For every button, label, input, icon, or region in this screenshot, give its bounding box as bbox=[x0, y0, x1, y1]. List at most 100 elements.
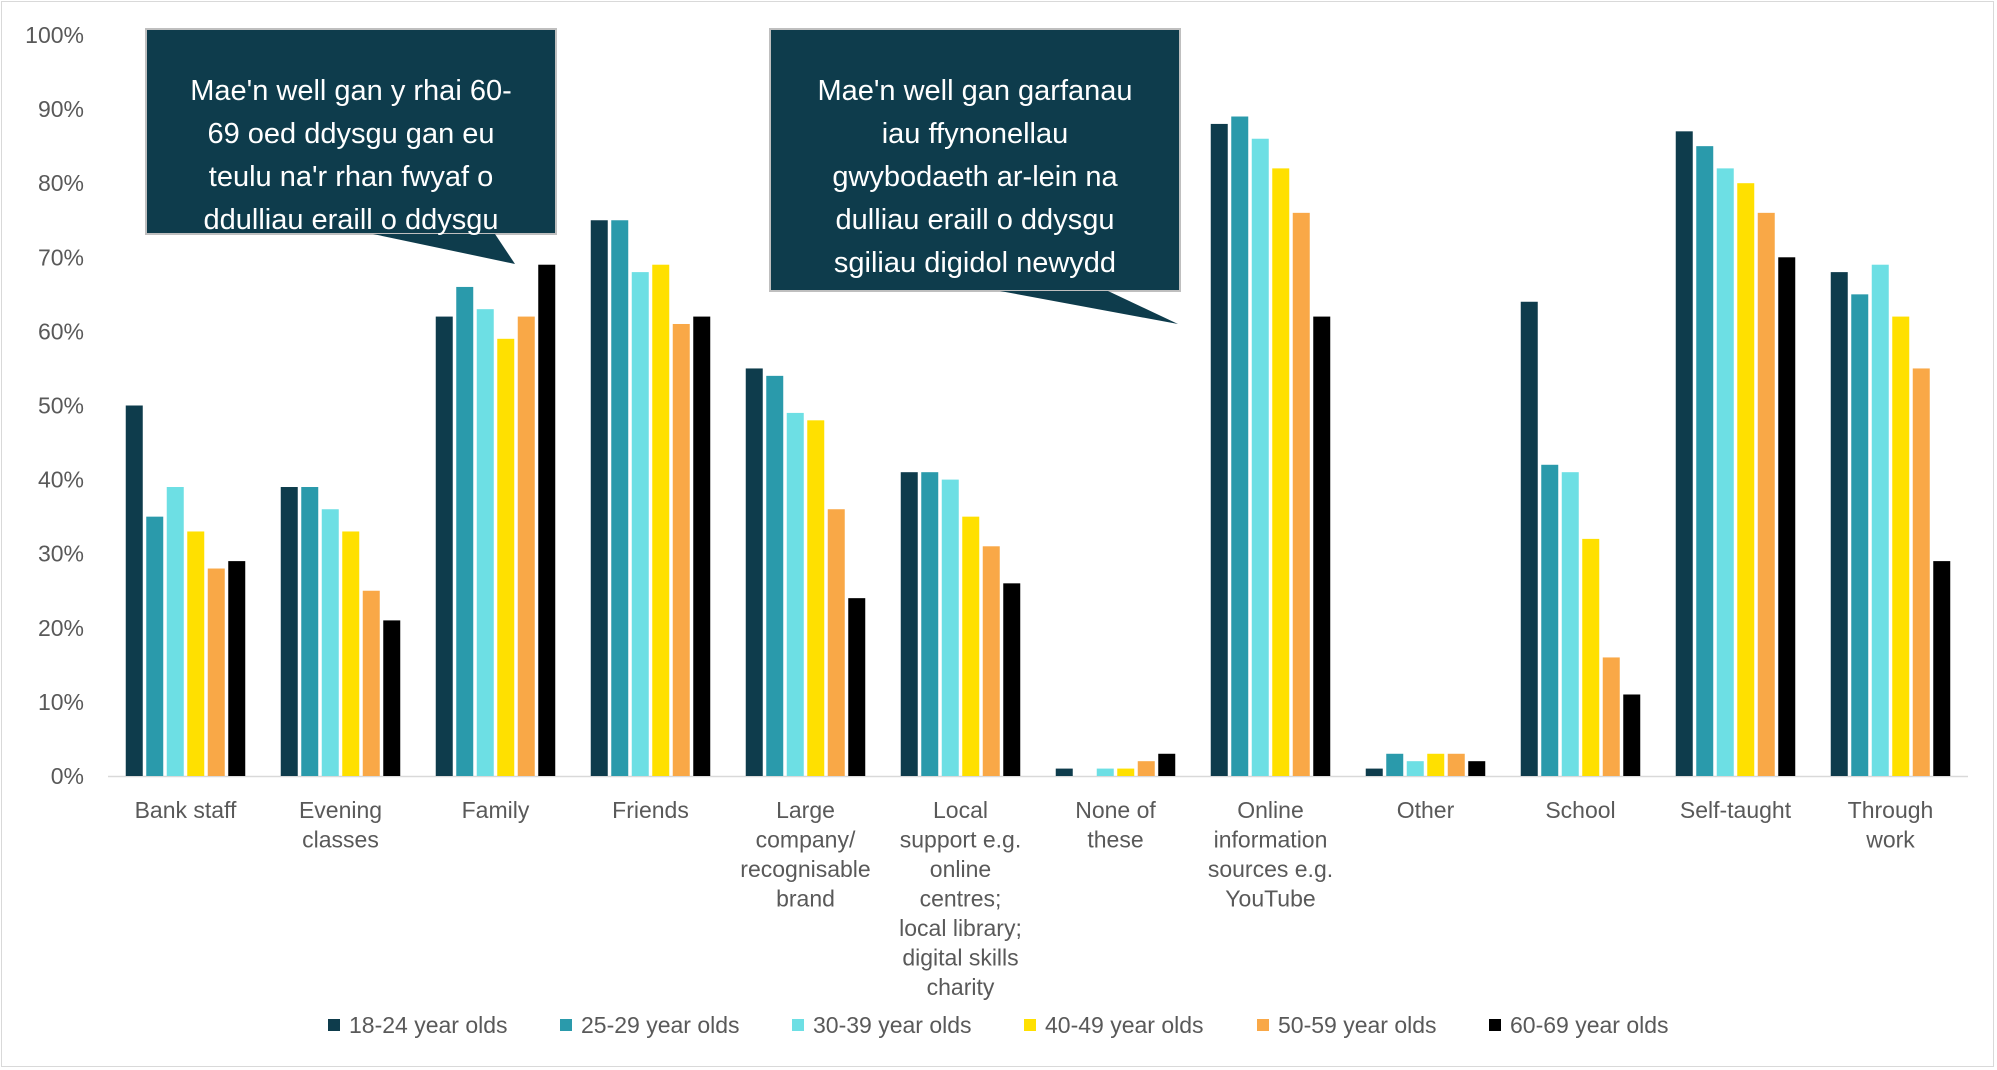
bar bbox=[1272, 168, 1290, 776]
bar bbox=[497, 338, 515, 776]
bar bbox=[1912, 368, 1930, 776]
legend-label: 60-69 year olds bbox=[1510, 1012, 1669, 1038]
bars bbox=[125, 116, 1951, 777]
callout: Mae'n well gan y rhai 60-69 oed ddysgu g… bbox=[145, 28, 557, 264]
bar bbox=[1561, 472, 1579, 776]
callout-box bbox=[769, 28, 1181, 292]
bar bbox=[1520, 301, 1538, 776]
callout-text: Mae'n well gan y rhai 60-69 oed ddysgu g… bbox=[190, 75, 511, 236]
legend: 18-24 year olds 25-29 year olds 30-39 year… bbox=[328, 1012, 1669, 1038]
category-label: Through work bbox=[1848, 797, 1934, 853]
category-label: Bank staff bbox=[135, 797, 237, 823]
bar bbox=[166, 487, 184, 776]
bar bbox=[1716, 168, 1734, 776]
bar bbox=[766, 375, 784, 776]
bar bbox=[786, 412, 804, 776]
bar bbox=[1623, 694, 1641, 776]
bar bbox=[1003, 583, 1021, 776]
y-tick-label: 60% bbox=[38, 318, 84, 344]
bar bbox=[383, 620, 401, 776]
category-label: Self-taught bbox=[1680, 797, 1792, 823]
legend-label: 18-24 year olds bbox=[349, 1012, 508, 1038]
bar bbox=[982, 546, 1000, 776]
bar bbox=[631, 272, 649, 776]
bar bbox=[207, 568, 225, 776]
bar bbox=[1137, 761, 1155, 776]
bar bbox=[1468, 761, 1486, 776]
bar bbox=[1871, 264, 1889, 776]
category-label: Friends bbox=[612, 797, 689, 823]
bar bbox=[1386, 753, 1404, 776]
bar bbox=[476, 309, 494, 776]
bar bbox=[125, 405, 143, 776]
bar bbox=[1778, 257, 1796, 776]
y-tick-label: 70% bbox=[38, 244, 84, 270]
bar bbox=[900, 472, 918, 776]
legend-label: 40-49 year olds bbox=[1045, 1012, 1204, 1038]
bar bbox=[1365, 768, 1383, 776]
bar bbox=[1055, 768, 1073, 776]
bar bbox=[827, 509, 845, 776]
bar bbox=[1210, 123, 1228, 777]
bar bbox=[456, 286, 474, 776]
bar bbox=[1541, 464, 1559, 776]
callout-pointer bbox=[373, 234, 515, 264]
bar bbox=[1427, 753, 1445, 776]
y-tick-label: 20% bbox=[38, 615, 84, 641]
y-tick-label: 40% bbox=[38, 467, 84, 493]
bar bbox=[1602, 657, 1620, 776]
x-axis: Bank staff Evening classes Family Friends Lar… bbox=[108, 775, 1968, 1000]
bar bbox=[342, 531, 360, 776]
y-axis: 0% 10% 20% 30% 40% 50% 60% 70% 80% 90% 100% bbox=[25, 22, 84, 789]
legend-swatch bbox=[792, 1019, 804, 1031]
bar bbox=[301, 487, 319, 776]
bar bbox=[1757, 212, 1775, 777]
bar bbox=[280, 487, 298, 776]
legend-swatch bbox=[1024, 1019, 1036, 1031]
category-label: None of these bbox=[1075, 797, 1156, 853]
y-tick-label: 100% bbox=[25, 22, 84, 48]
y-tick-label: 90% bbox=[38, 96, 84, 122]
category-label: Other bbox=[1397, 797, 1455, 823]
bar bbox=[1313, 316, 1331, 776]
y-tick-label: 80% bbox=[38, 170, 84, 196]
bar bbox=[1737, 183, 1755, 776]
legend-swatch bbox=[1257, 1019, 1269, 1031]
bar bbox=[1251, 138, 1269, 777]
y-tick-label: 10% bbox=[38, 689, 84, 715]
bar bbox=[941, 479, 959, 776]
callout-pointer bbox=[1000, 291, 1178, 324]
bar bbox=[1096, 768, 1114, 776]
bar bbox=[1696, 146, 1714, 776]
category-label: Family bbox=[462, 797, 530, 823]
y-tick-label: 30% bbox=[38, 541, 84, 567]
callout-text: Mae'n well gan garfanau iau ffynonellau gw… bbox=[817, 75, 1132, 279]
bar bbox=[1447, 753, 1465, 776]
bar bbox=[652, 264, 670, 776]
callout: Mae'n well gan garfanau iau ffynonellau gw… bbox=[769, 28, 1181, 324]
bar bbox=[962, 516, 980, 776]
category-label: School bbox=[1545, 797, 1615, 823]
category-label: Online information sources e.g. YouTube bbox=[1208, 797, 1333, 912]
category-label: Large company/recognisable brand bbox=[740, 797, 870, 912]
bar bbox=[321, 509, 339, 776]
bar bbox=[228, 561, 246, 776]
bar bbox=[1117, 768, 1135, 776]
bar bbox=[435, 316, 453, 776]
legend-label: 50-59 year olds bbox=[1278, 1012, 1437, 1038]
bar bbox=[1892, 316, 1910, 776]
bar bbox=[362, 590, 380, 776]
bar bbox=[611, 220, 629, 776]
bar bbox=[187, 531, 205, 776]
legend-swatch bbox=[328, 1019, 340, 1031]
bar bbox=[848, 598, 866, 776]
y-tick-label: 0% bbox=[51, 763, 84, 789]
bar bbox=[693, 316, 711, 776]
bar bbox=[538, 264, 556, 776]
bar bbox=[921, 472, 939, 776]
bar bbox=[807, 420, 825, 776]
bar bbox=[672, 323, 690, 776]
y-tick-label: 50% bbox=[38, 393, 84, 419]
